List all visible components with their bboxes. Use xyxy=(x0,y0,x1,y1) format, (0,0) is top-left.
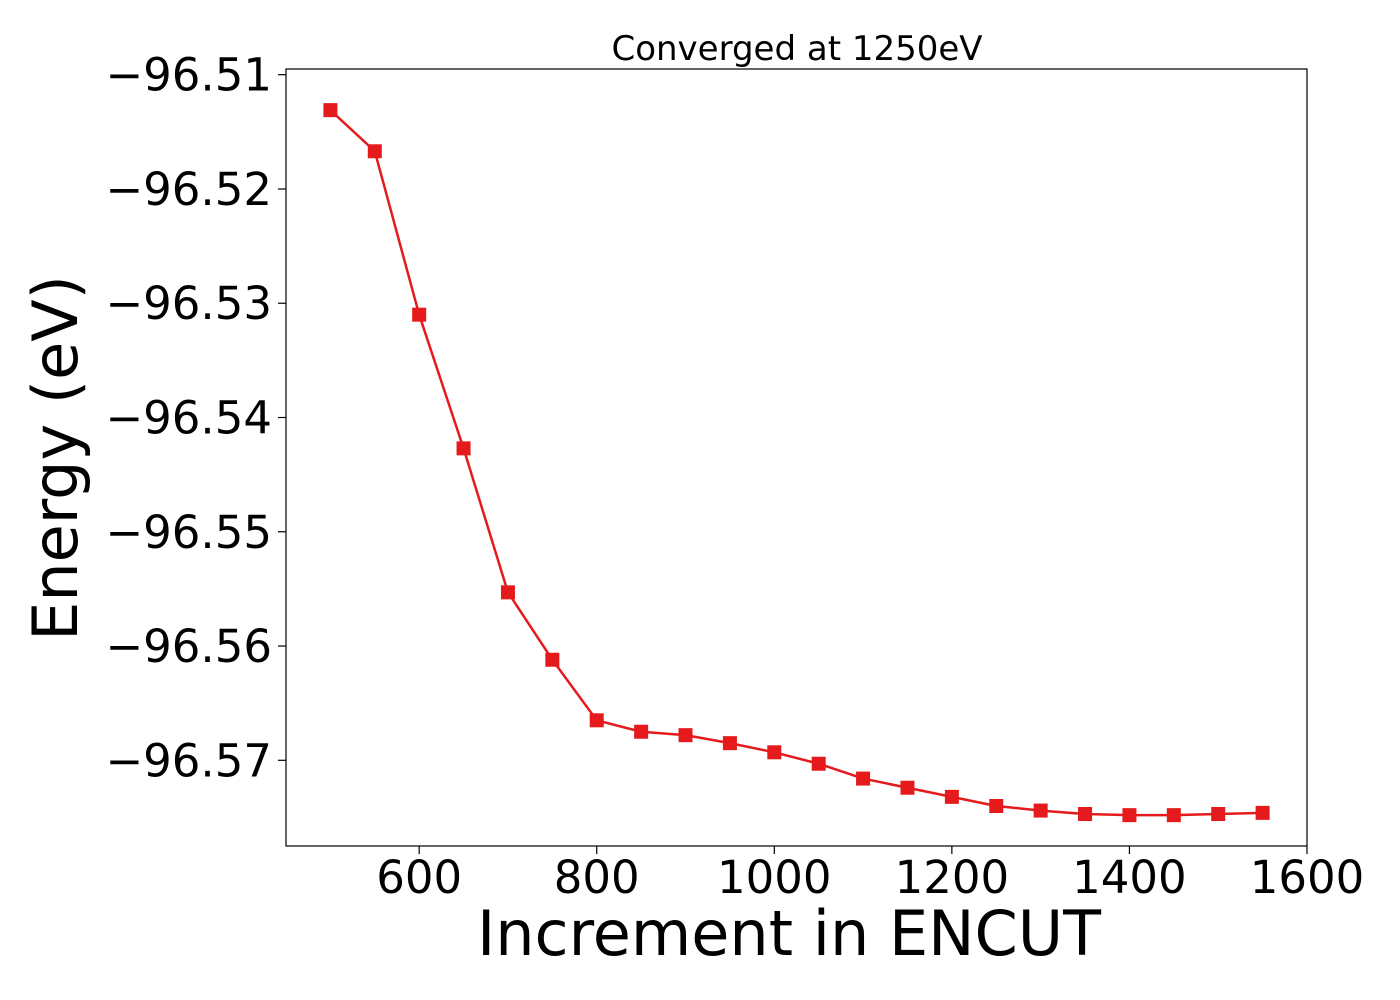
data-point-marker xyxy=(1033,803,1048,818)
data-point-marker xyxy=(1255,805,1270,820)
plot-frame xyxy=(285,68,1308,847)
y-tick-label: −96.52 xyxy=(105,163,272,216)
data-point-marker xyxy=(767,745,782,760)
y-tick-label: −96.53 xyxy=(105,277,272,330)
data-point-marker xyxy=(678,728,693,743)
series-line xyxy=(329,109,1263,817)
data-point-marker xyxy=(1166,808,1181,823)
data-point-marker xyxy=(1078,807,1093,822)
y-axis-label: Energy (eV) xyxy=(19,275,92,641)
y-tick-label: −96.56 xyxy=(105,620,272,673)
data-point-marker xyxy=(545,652,560,667)
x-tick-label: 1000 xyxy=(717,851,832,904)
x-tick-label: 1400 xyxy=(1072,851,1187,904)
x-tick-label: 800 xyxy=(554,851,640,904)
data-point-marker xyxy=(367,144,382,159)
x-tick-label: 1200 xyxy=(895,851,1010,904)
chart-title: Converged at 1250eV xyxy=(611,29,982,69)
data-point-marker xyxy=(412,307,427,322)
data-point-marker xyxy=(722,736,737,751)
y-tick-label: −96.55 xyxy=(105,506,272,559)
x-tick-label: 600 xyxy=(376,851,462,904)
y-tick-label: −96.57 xyxy=(105,734,272,787)
y-tick-label: −96.54 xyxy=(105,392,272,445)
data-point-marker xyxy=(900,780,915,795)
data-point-marker xyxy=(323,103,338,118)
data-point-marker xyxy=(1122,808,1137,823)
data-point-marker xyxy=(989,799,1004,814)
data-point-marker xyxy=(944,789,959,804)
x-axis-label: Increment in ENCUT xyxy=(477,897,1102,970)
x-tick-label: 1600 xyxy=(1250,851,1365,904)
data-point-marker xyxy=(634,724,649,739)
y-tick-label: −96.51 xyxy=(105,49,272,102)
data-point-marker xyxy=(589,713,604,728)
data-point-marker xyxy=(456,441,471,456)
plot-area: 600 800 1000 1200 1400 1600 −96.51 −96.52 −96.53… xyxy=(105,49,1364,904)
data-point-marker xyxy=(500,585,515,600)
data-point-marker xyxy=(856,771,871,786)
data-point-marker xyxy=(811,756,826,771)
data-point-marker xyxy=(1211,807,1226,822)
